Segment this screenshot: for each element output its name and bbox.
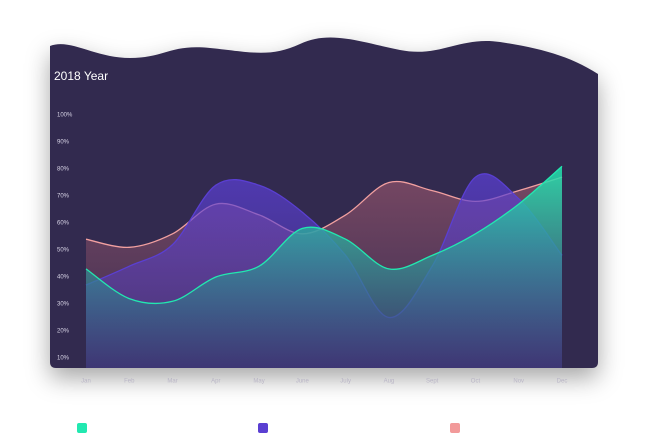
legend-marker [258,423,268,433]
y-tick-label: 70% [57,194,70,200]
x-tick-label: Apr [211,379,220,385]
line [85,165,563,305]
chart-title: 2018 Year [54,69,108,83]
x-tick-label: Mar [167,379,177,385]
x-tick-label: May [253,379,264,385]
x-tick-label: Oct [471,379,481,385]
x-tick-label: Sept [426,379,439,385]
x-tick-label: Dec [557,379,568,385]
area [86,166,562,368]
y-tick-label: 30% [57,302,70,308]
y-tick-label: 60% [57,221,70,227]
x-tick-label: Aug [384,379,395,385]
x-tick-label: Feb [124,379,135,385]
y-tick-label: 40% [57,275,70,281]
x-tick-label: June [296,379,310,385]
x-tick-label: July [340,379,351,385]
x-tick-label: Nov [513,379,524,385]
y-tick-label: 50% [57,248,70,254]
y-tick-label: 10% [57,356,70,362]
legend-marker [77,423,87,433]
x-tick-label: Jan [81,379,91,385]
y-tick-label: 90% [57,140,70,146]
legend-marker [450,423,460,433]
y-tick-label: 20% [57,329,70,335]
y-tick-label: 100% [57,113,73,119]
y-tick-label: 80% [57,167,70,173]
plot-area [85,165,563,368]
